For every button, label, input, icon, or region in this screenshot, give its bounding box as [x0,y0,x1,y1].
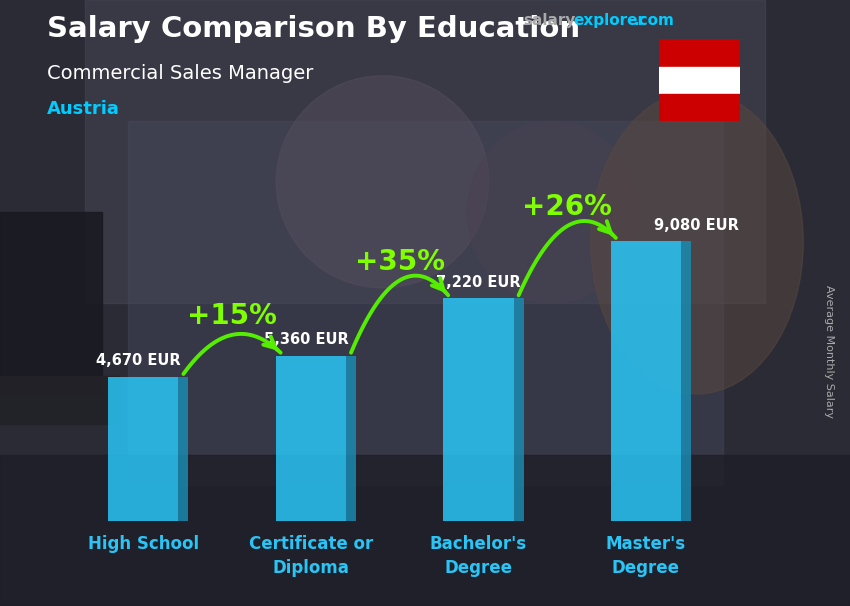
Bar [0,454,850,606]
Bar [85,0,765,303]
Text: 5,360 EUR: 5,360 EUR [264,333,348,347]
Bar [659,67,740,94]
Bar [659,39,740,67]
Bar [108,377,178,521]
Text: Commercial Sales Manager: Commercial Sales Manager [47,64,313,82]
Text: Austria: Austria [47,100,120,118]
Polygon shape [346,356,356,521]
Text: explorer: explorer [574,13,646,28]
Text: .com: .com [633,13,674,28]
Bar [0,376,119,424]
Text: +26%: +26% [522,193,612,221]
Ellipse shape [468,121,638,303]
Ellipse shape [591,91,803,394]
Bar [659,94,740,121]
Ellipse shape [276,76,489,288]
Text: Average Monthly Salary: Average Monthly Salary [824,285,834,418]
Text: 9,080 EUR: 9,080 EUR [654,218,740,233]
Text: salary: salary [523,13,575,28]
Polygon shape [681,241,691,521]
Text: +35%: +35% [354,248,445,276]
Polygon shape [513,298,524,521]
Text: Salary Comparison By Education: Salary Comparison By Education [47,15,580,43]
Text: +15%: +15% [187,302,277,330]
Bar [611,241,681,521]
Bar [443,298,513,521]
Bar [275,356,346,521]
Text: 4,670 EUR: 4,670 EUR [96,353,181,368]
Bar [128,121,722,485]
Text: 7,220 EUR: 7,220 EUR [437,275,521,290]
Polygon shape [178,377,189,521]
Bar [0,212,102,394]
